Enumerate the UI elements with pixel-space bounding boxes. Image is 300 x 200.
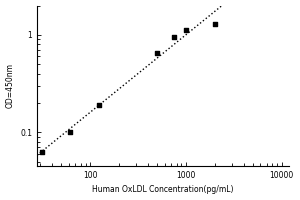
Point	[154, 51, 159, 55]
Point	[212, 22, 217, 25]
Point	[183, 28, 188, 32]
Point	[97, 104, 102, 107]
Point	[68, 131, 73, 134]
X-axis label: Human OxLDL Concentration(pg/mL): Human OxLDL Concentration(pg/mL)	[92, 185, 234, 194]
Y-axis label: OD=450nm: OD=450nm	[6, 63, 15, 108]
Point	[172, 35, 176, 39]
Point	[39, 151, 44, 154]
